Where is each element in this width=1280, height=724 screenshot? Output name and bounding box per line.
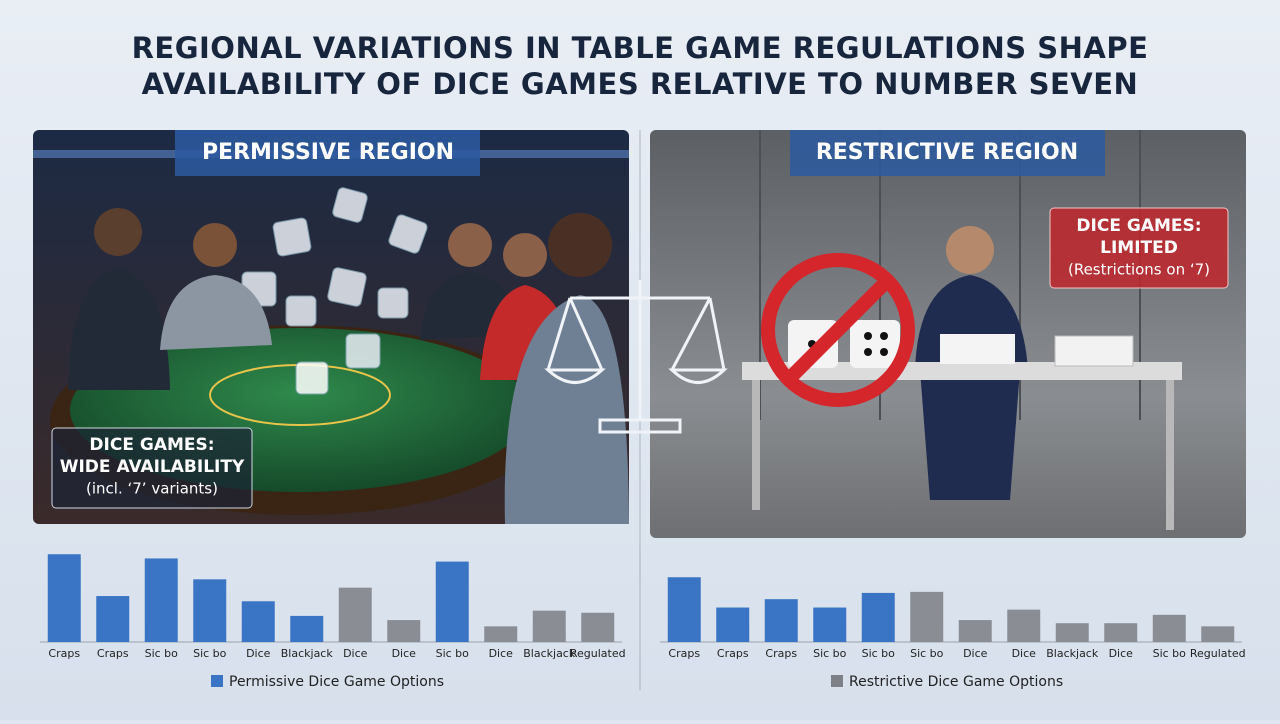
x-tick-label: Dice <box>392 647 417 660</box>
bar <box>764 599 798 642</box>
bar <box>144 558 178 642</box>
x-tick-label: Craps <box>668 647 700 660</box>
region-label: RESTRICTIVE REGION <box>816 140 1078 165</box>
x-tick-label: Sic bo <box>910 647 944 660</box>
bar <box>484 626 518 642</box>
bar <box>241 601 275 642</box>
bar <box>716 607 750 642</box>
bar <box>581 612 615 642</box>
x-tick-label: Regulated <box>1190 647 1246 660</box>
legend-swatch <box>831 675 843 687</box>
x-tick-label: Regulated <box>570 647 626 660</box>
note-line: (incl. ‘7’ variants) <box>86 480 218 498</box>
scales-icon <box>544 130 728 690</box>
x-tick-label: Sic bo <box>436 647 470 660</box>
bar <box>532 610 566 642</box>
legend-label: Restrictive Dice Game Options <box>849 674 1063 690</box>
note-line: DICE GAMES: <box>89 435 214 455</box>
restrictive-scene: RESTRICTIVE REGION DICE GAMES: LIMITED (… <box>650 130 1246 538</box>
bar <box>910 591 944 642</box>
bar <box>667 577 701 642</box>
bar <box>958 620 992 642</box>
x-tick-label: Craps <box>97 647 129 660</box>
permissive-scene: PERMISSIVE REGION DICE GAMES: WIDE AVAIL… <box>33 130 629 524</box>
x-tick-label: Dice <box>1012 647 1037 660</box>
x-tick-label: Dice <box>343 647 368 660</box>
bar <box>813 607 847 642</box>
x-tick-label: Craps <box>765 647 797 660</box>
bar <box>1152 614 1186 642</box>
bar <box>1007 609 1041 642</box>
x-tick-label: Craps <box>48 647 80 660</box>
x-tick-label: Dice <box>246 647 271 660</box>
x-tick-label: Dice <box>489 647 514 660</box>
bar <box>1201 626 1235 642</box>
x-tick-label: Sic bo <box>862 647 896 660</box>
x-tick-label: Sic bo <box>1153 647 1187 660</box>
bar <box>1104 623 1138 642</box>
legend-swatch <box>211 675 223 687</box>
x-tick-label: Blackjack <box>281 647 334 660</box>
note-line: (Restrictions on ‘7) <box>1068 261 1210 279</box>
bar <box>193 579 227 642</box>
note-line: LIMITED <box>1100 238 1178 258</box>
bar <box>435 561 469 642</box>
x-tick-label: Craps <box>717 647 749 660</box>
x-tick-label: Sic bo <box>813 647 847 660</box>
bar <box>1055 623 1089 642</box>
bar <box>290 615 324 642</box>
x-tick-label: Blackjack <box>1046 647 1099 660</box>
title-line: AVAILABILITY OF DICE GAMES RELATIVE TO N… <box>142 67 1139 101</box>
bar <box>861 592 895 642</box>
note-line: DICE GAMES: <box>1076 216 1201 236</box>
note-line: WIDE AVAILABILITY <box>60 457 245 477</box>
x-tick-label: Sic bo <box>145 647 179 660</box>
title-line: REGIONAL VARIATIONS IN TABLE GAME REGULA… <box>132 31 1149 65</box>
charts: Craps Craps Sic bo Sic bo Dice Blackjack Dice D… <box>40 554 1246 690</box>
x-tick-label: Dice <box>1109 647 1134 660</box>
x-tick-label: Sic bo <box>193 647 227 660</box>
bar <box>96 596 130 642</box>
bar <box>387 620 421 642</box>
legend-label: Permissive Dice Game Options <box>229 674 444 690</box>
bar <box>338 587 372 642</box>
x-tick-label: Blackjack <box>523 647 576 660</box>
region-label: PERMISSIVE REGION <box>202 140 454 165</box>
x-tick-label: Dice <box>963 647 988 660</box>
bar <box>47 554 81 642</box>
